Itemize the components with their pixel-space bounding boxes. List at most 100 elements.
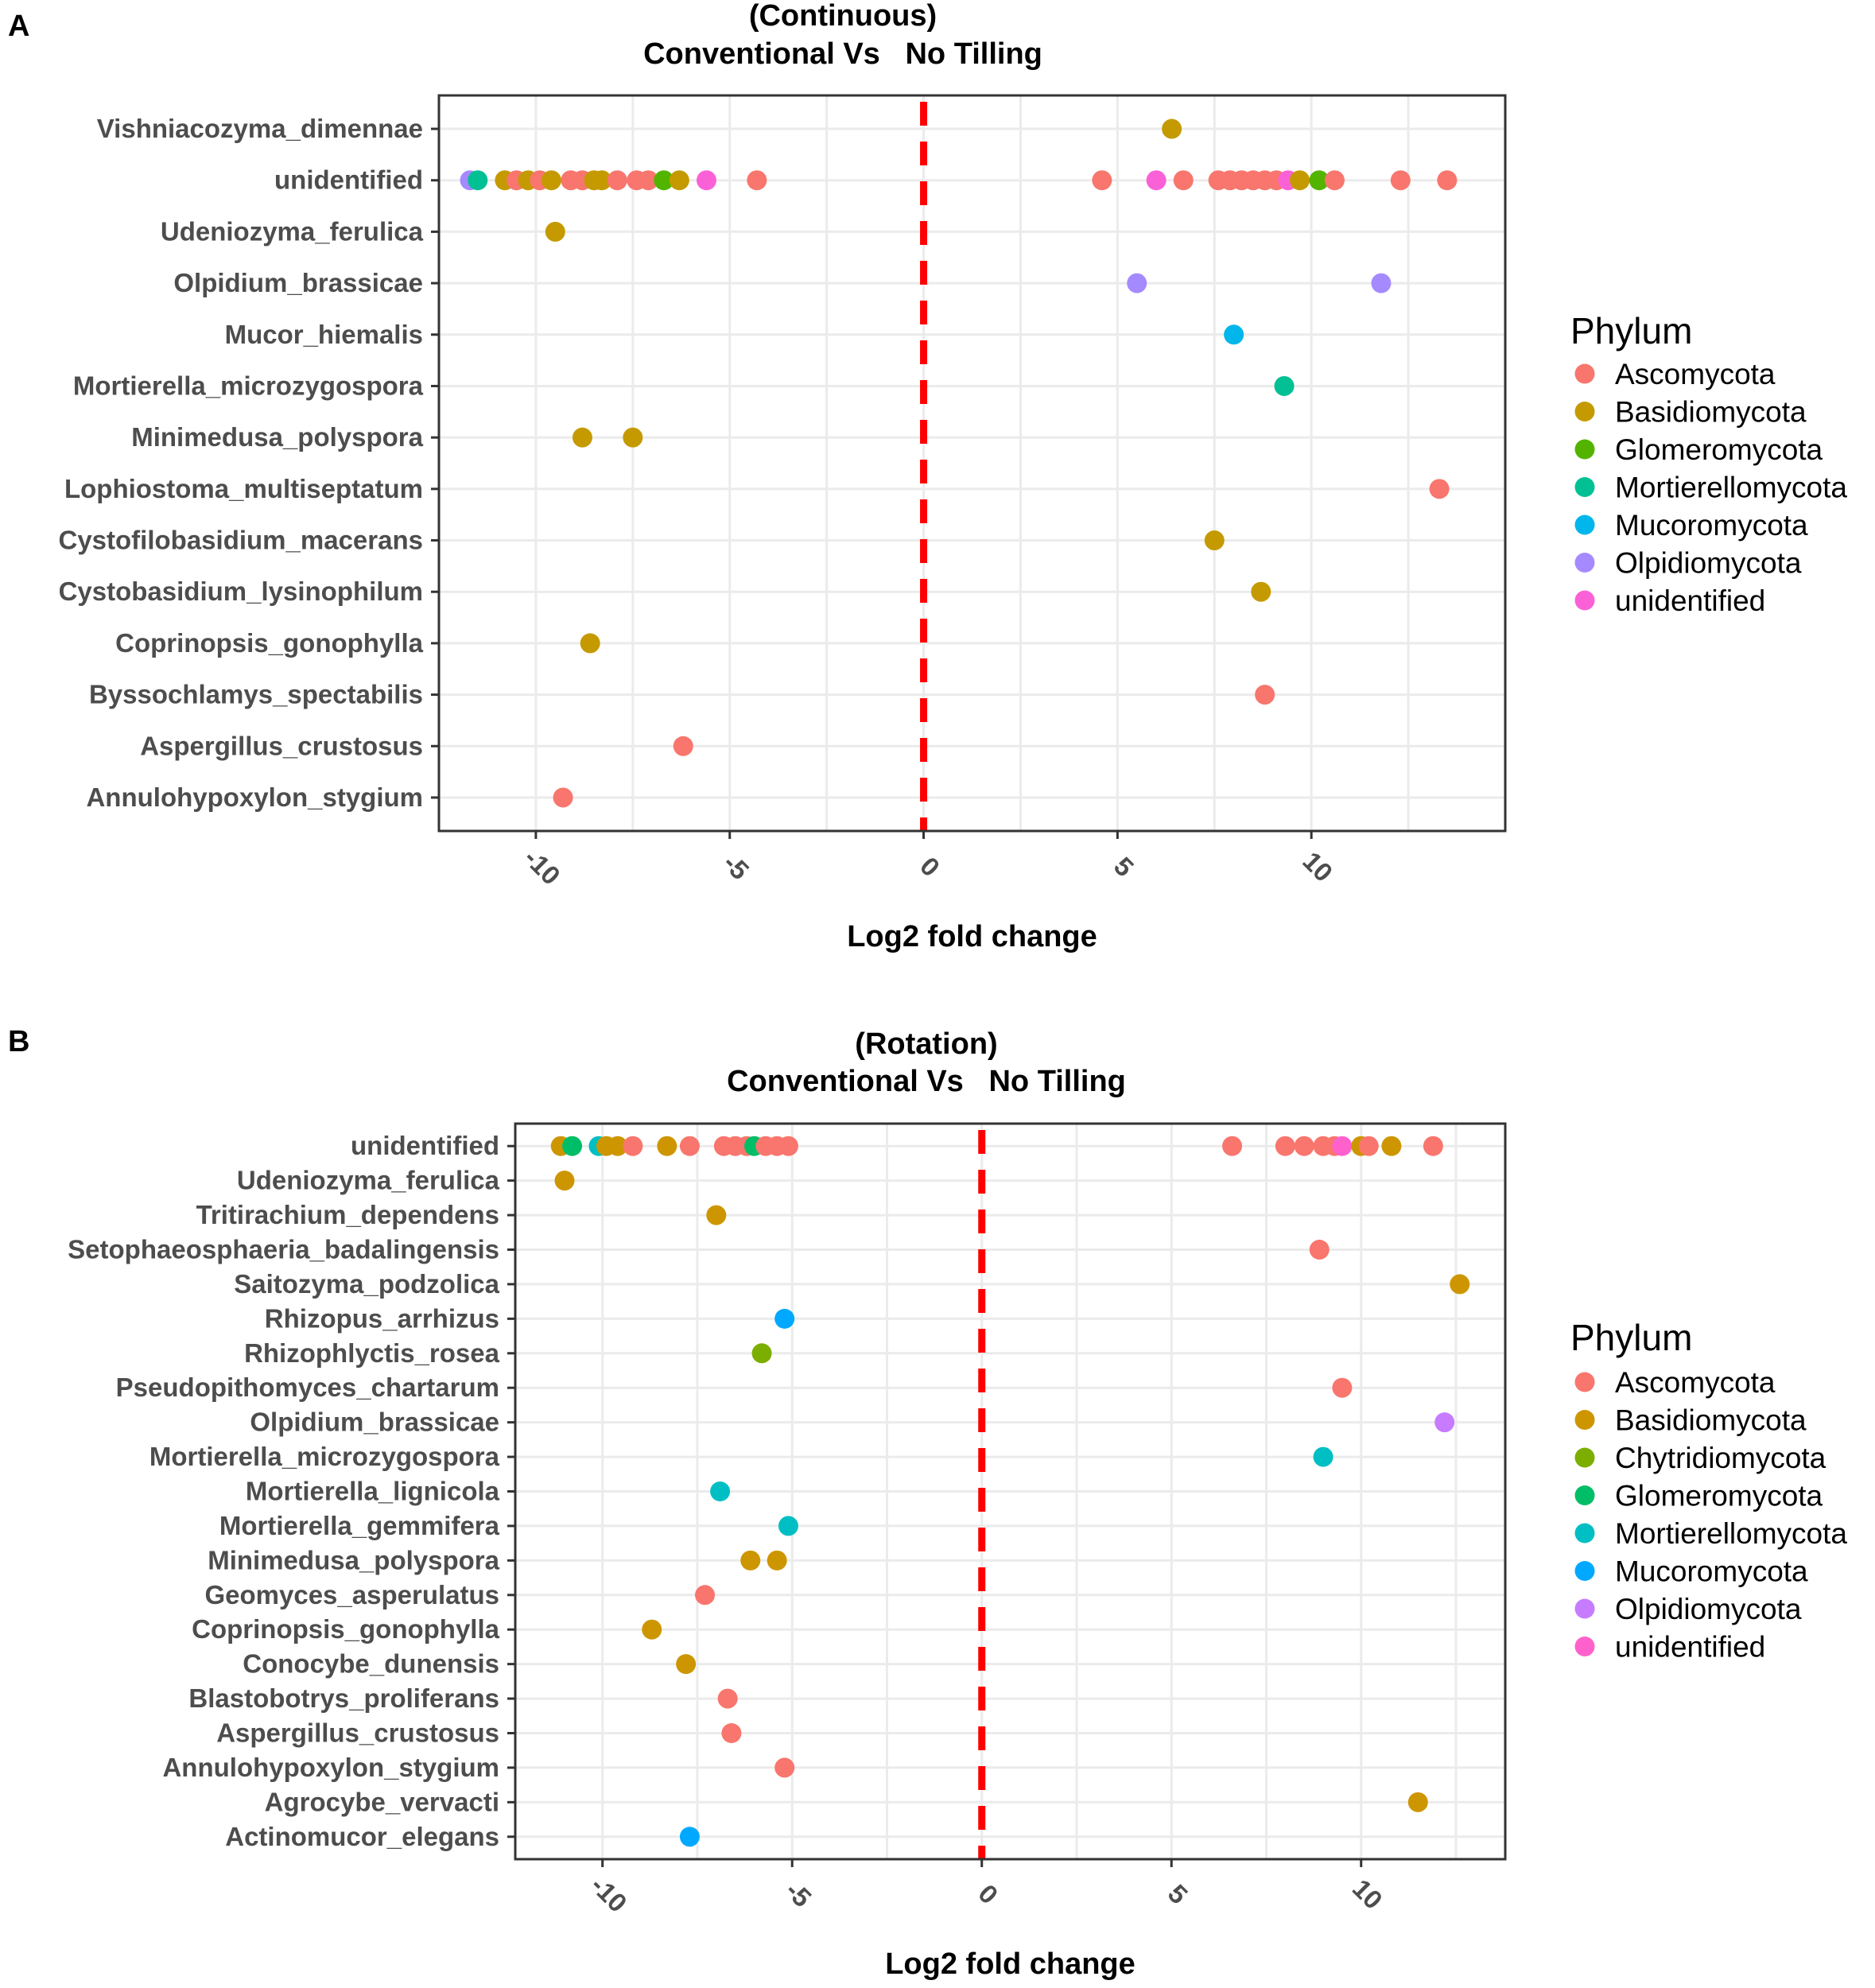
legend-label-basidiomycota: Basidiomycota	[1615, 396, 1807, 429]
chart-subtitle: Conventional Vs No Tilling	[643, 37, 1042, 71]
data-point-ascomycota	[1324, 170, 1345, 191]
legend: Phylum Ascomycota Basidiomycota Chytridiomy…	[1570, 1317, 1847, 1664]
x-tick-label: -5	[717, 848, 755, 885]
data-point-mortierellomycota	[778, 1516, 798, 1536]
y-tick-label: Actinomucor_elegans	[225, 1822, 499, 1851]
data-point-basidiomycota	[1251, 581, 1271, 602]
x-tick-label: 5	[1163, 1878, 1194, 1909]
legend-swatch-mucoromycota	[1574, 1561, 1595, 1581]
panel-b: B (Rotation) Conventional Vs No Tilling uni…	[8, 1025, 1847, 1981]
data-point-mortierellomycota	[1313, 1446, 1333, 1467]
data-point-ascomycota	[673, 736, 693, 756]
legend-label-olpidiomycota: Olpidiomycota	[1615, 547, 1802, 580]
data-point-ascomycota	[1332, 1377, 1353, 1398]
data-point-basidiomycota	[767, 1550, 787, 1571]
y-tick-label: Olpidium_brassicae	[250, 1408, 499, 1437]
legend-label-unidentified: unidentified	[1615, 1631, 1765, 1664]
data-point-basidiomycota	[676, 1654, 697, 1675]
data-point-mortierellomycota	[710, 1481, 731, 1501]
legend-label-chytridiomycota: Chytridiomycota	[1615, 1442, 1826, 1474]
data-point-ascomycota	[717, 1688, 738, 1709]
data-point-olpidiomycota	[1371, 273, 1392, 293]
data-point-basidiomycota	[572, 427, 592, 448]
legend-label-olpidiomycota: Olpidiomycota	[1615, 1593, 1802, 1625]
legend-label-glomeromycota: Glomeromycota	[1615, 1480, 1823, 1512]
data-point-ascomycota	[778, 1136, 798, 1156]
y-tick-label: Conocybe_dunensis	[243, 1649, 499, 1679]
data-point-mucoromycota	[1224, 324, 1244, 345]
y-tick-label: Mortierella_gemmifera	[219, 1511, 500, 1540]
chart-title: (Rotation)	[855, 1027, 997, 1061]
data-point-unidentified	[1332, 1136, 1353, 1156]
y-tick-label: Byssochlamys_spectabilis	[89, 680, 423, 709]
y-tick-label: Setophaeosphaeria_badalingensis	[68, 1235, 499, 1264]
y-tick-label: Mortierella_microzygospora	[149, 1442, 500, 1471]
legend-swatch-olpidiomycota	[1574, 1598, 1595, 1619]
data-point-ascomycota	[1275, 1136, 1295, 1156]
plot-frame	[437, 94, 1507, 833]
y-tick-label: Mortierella_microzygospora	[73, 371, 424, 400]
x-tick-label: -5	[780, 1875, 817, 1912]
legend: Phylum Ascomycota Basidiomycota Glomeromyco…	[1570, 310, 1847, 617]
legend-label-ascomycota: Ascomycota	[1615, 1366, 1776, 1399]
legend-label-basidiomycota: Basidiomycota	[1615, 1404, 1807, 1437]
data-point-basidiomycota	[669, 170, 689, 191]
x-tick-label: 0	[914, 851, 945, 882]
y-tick-label: Aspergillus_crustosus	[216, 1718, 499, 1747]
x-tick-label: 0	[972, 1878, 1003, 1909]
legend-swatch-unidentified	[1574, 1637, 1595, 1656]
data-point-basidiomycota	[657, 1136, 677, 1156]
legend-label-glomeromycota: Glomeromycota	[1615, 433, 1823, 466]
x-tick-label: 10	[1297, 846, 1338, 887]
y-tick-label: Annulohypoxylon_stygium	[162, 1753, 499, 1782]
data-point-ascomycota	[607, 170, 627, 191]
y-tick-label: Coprinopsis_gonophylla	[192, 1614, 499, 1644]
chart-title: (Continuous)	[749, 0, 937, 33]
data-point-chytridiomycota	[751, 1343, 772, 1364]
data-point-ascomycota	[1173, 170, 1194, 191]
y-tick-label: Blastobotrys_proliferans	[188, 1683, 499, 1713]
legend-swatch-basidiomycota	[1574, 1410, 1595, 1430]
data-point-basidiomycota	[642, 1619, 662, 1640]
legend-swatch-mortierellomycota	[1574, 477, 1595, 497]
y-tick-label: Mortierella_lignicola	[246, 1477, 500, 1506]
data-point-basidiomycota	[1162, 118, 1182, 139]
data-point-ascomycota	[679, 1136, 700, 1156]
data-point-basidiomycota	[1381, 1136, 1402, 1156]
y-tick-label: Aspergillus_crustosus	[140, 731, 423, 760]
data-point-ascomycota	[553, 787, 573, 808]
legend-swatch-glomeromycota	[1574, 1485, 1595, 1505]
data-point-basidiomycota	[1290, 170, 1310, 191]
y-tick-label: Cystobasidium_lysinophilum	[59, 577, 423, 606]
data-point-ascomycota	[1309, 1240, 1330, 1260]
data-point-ascomycota	[1255, 685, 1275, 705]
data-point-ascomycota	[1423, 1136, 1443, 1156]
legend-title: Phylum	[1570, 310, 1692, 351]
legend-label-mortierellomycota: Mortierellomycota	[1615, 1517, 1847, 1550]
y-tick-label: Cystofilobasidium_macerans	[59, 526, 424, 555]
x-axis-label: Log2 fold change	[847, 920, 1097, 953]
legend-swatch-basidiomycota	[1574, 402, 1595, 421]
data-point-olpidiomycota	[1127, 273, 1147, 293]
legend-swatch-glomeromycota	[1574, 439, 1595, 460]
data-point-ascomycota	[721, 1722, 742, 1743]
legend-label-mucoromycota: Mucoromycota	[1615, 1555, 1808, 1588]
y-tick-label: Annulohypoxylon_stygium	[86, 782, 423, 812]
x-tick-label: 5	[1108, 851, 1139, 882]
data-point-ascomycota	[774, 1757, 795, 1778]
data-point-ascomycota	[1294, 1136, 1314, 1156]
data-point-ascomycota	[747, 170, 767, 191]
legend-swatch-mortierellomycota	[1574, 1523, 1595, 1543]
data-point-basidiomycota	[1407, 1792, 1428, 1812]
y-tick-label: Rhizopus_arrhizus	[265, 1303, 499, 1333]
data-point-ascomycota	[1429, 479, 1450, 499]
x-axis-label: Log2 fold change	[885, 1947, 1135, 1981]
data-point-basidiomycota	[1204, 530, 1225, 551]
y-tick-label: Geomyces_asperulatus	[204, 1580, 499, 1609]
data-point-unidentified	[696, 170, 716, 191]
panel-a: A (Continuous) Conventional Vs No Tilling V…	[8, 0, 1847, 953]
data-point-basidiomycota	[740, 1550, 761, 1571]
y-tick-label: unidentified	[351, 1131, 499, 1160]
data-point-unidentified	[1146, 170, 1167, 191]
data-point-mortierellomycota	[1274, 375, 1295, 396]
